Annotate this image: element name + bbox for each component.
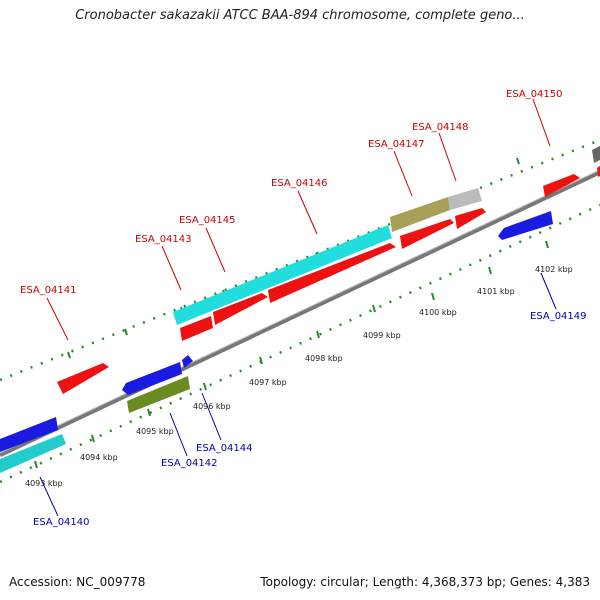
feature-esa-04149 <box>498 211 553 240</box>
reverse-leaders <box>39 272 557 517</box>
feature-esa-04146 <box>268 243 396 303</box>
tick-label-4099: 4099 kbp <box>363 331 401 340</box>
tick-label-4102: 4102 kbp <box>535 265 573 274</box>
feature-esa-04143 <box>180 316 213 341</box>
feature-esa-04140-a <box>0 417 58 452</box>
chromosome-backbone <box>0 169 600 458</box>
tick-label-4097: 4097 kbp <box>249 378 287 387</box>
feature-esa-04142 <box>122 362 182 395</box>
gene-label-esa-04142[interactable]: ESA_04142 <box>161 458 218 469</box>
feature-esa-04141 <box>57 363 109 394</box>
gene-label-esa-04146[interactable]: ESA_04146 <box>271 178 328 189</box>
feature-grey <box>448 188 482 210</box>
feature-khaki <box>390 197 450 232</box>
feature-esa-04145-a <box>213 293 268 325</box>
feature-small-blue <box>182 355 193 368</box>
tick-label-4095: 4095 kbp <box>136 427 174 436</box>
feature-esa-04144 <box>127 376 190 413</box>
feature-dark-edge <box>592 146 600 163</box>
gene-label-esa-04145[interactable]: ESA_04145 <box>179 215 236 226</box>
gene-label-esa-04141[interactable]: ESA_04141 <box>20 285 77 296</box>
gene-label-esa-04149[interactable]: ESA_04149 <box>530 311 587 322</box>
map-title: Cronobacter sakazakii ATCC BAA-894 chrom… <box>75 8 525 23</box>
inner-major-ticks <box>34 240 549 469</box>
feature-esa-04140-b <box>0 434 66 473</box>
gene-label-esa-04140[interactable]: ESA_04140 <box>33 517 90 528</box>
gene-label-esa-04147[interactable]: ESA_04147 <box>368 139 425 150</box>
tick-label-4098: 4098 kbp <box>305 354 343 363</box>
tick-label-4100: 4100 kbp <box>419 308 457 317</box>
feature-esa-04147 <box>400 219 454 249</box>
genome-summary-text: Topology: circular; Length: 4,368,373 bp… <box>260 575 590 589</box>
feature-esa-04150 <box>543 174 580 197</box>
tick-label-4094: 4094 kbp <box>80 453 118 462</box>
feature-cyan-band <box>173 225 392 325</box>
tick-label-4101: 4101 kbp <box>477 287 515 296</box>
gene-label-esa-04143[interactable]: ESA_04143 <box>135 234 192 245</box>
tick-label-4093: 4093 kbp <box>25 479 63 488</box>
feature-red-edge <box>597 166 600 177</box>
gene-label-esa-04150[interactable]: ESA_04150 <box>506 89 563 100</box>
inner-tick-guide <box>0 203 600 484</box>
accession-text: Accession: NC_009778 <box>9 575 146 589</box>
gene-label-esa-04144[interactable]: ESA_04144 <box>196 443 253 454</box>
forward-leaders <box>46 98 551 341</box>
tick-label-4096: 4096 kbp <box>193 402 231 411</box>
gene-label-esa-04148[interactable]: ESA_04148 <box>412 122 469 133</box>
feature-esa-04148 <box>455 208 486 229</box>
